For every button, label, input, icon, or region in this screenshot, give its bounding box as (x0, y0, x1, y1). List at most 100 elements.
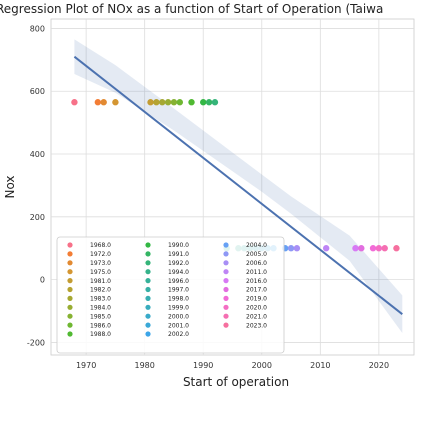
legend-marker (223, 295, 229, 301)
y-axis-label: Nox (3, 175, 17, 198)
legend-marker (223, 278, 229, 284)
data-point (393, 245, 400, 252)
data-point (369, 245, 377, 252)
legend-marker (145, 286, 151, 293)
x-axis-label: Start of operation (183, 375, 289, 389)
legend-marker (145, 331, 151, 337)
legend-marker (67, 269, 73, 275)
legend-marker (223, 251, 229, 257)
legend-marker (67, 278, 73, 284)
y-tick-label: 200 (30, 213, 45, 222)
legend-marker (67, 286, 73, 293)
legend-marker (223, 242, 229, 248)
regression-line (73, 55, 403, 315)
legend-marker (67, 331, 73, 337)
data-point (211, 99, 219, 106)
confidence-band-area (74, 39, 403, 334)
data-point (153, 99, 160, 106)
legend-marker (145, 322, 151, 328)
legend-label: 2021.0 (246, 313, 267, 320)
legend-label: 1975.0 (90, 269, 111, 276)
regression-line-group (73, 55, 403, 315)
legend-label: 2004.0 (246, 242, 267, 249)
data-point (352, 245, 359, 252)
legend-marker (145, 269, 151, 275)
legend-label: 1981.0 (90, 278, 111, 285)
legend-label: 1983.0 (90, 296, 111, 303)
chart-title: Regression Plot of NOx as a function of … (0, 2, 383, 16)
legend-marker (67, 313, 73, 319)
data-point (200, 99, 207, 106)
legend-label: 1992.0 (168, 260, 189, 267)
legend-marker (223, 322, 229, 328)
legend-marker (223, 313, 229, 319)
y-tick-labels: -200 0 200 400 600 800 (27, 24, 45, 347)
legend-label: 2000.0 (168, 313, 189, 320)
legend-label: 1990.0 (168, 242, 189, 249)
data-point (188, 99, 195, 106)
x-tick-label: 1990 (193, 361, 213, 370)
data-point (293, 245, 301, 252)
legend-marker (223, 286, 229, 293)
legend-marker (145, 313, 151, 319)
legend-label: 1996.0 (168, 278, 189, 285)
data-point (176, 99, 184, 106)
legend-marker (223, 260, 229, 266)
data-point (375, 245, 383, 252)
legend-label: 1984.0 (90, 305, 111, 312)
legend-label: 2002.0 (168, 331, 189, 338)
legend-label: 1988.0 (90, 331, 111, 338)
legend-marker (223, 269, 229, 275)
x-tick-label: 2010 (310, 361, 330, 370)
legend-label: 1973.0 (90, 260, 111, 267)
data-point (147, 99, 154, 106)
legend-label: 1968.0 (90, 242, 111, 249)
data-point (381, 245, 388, 252)
x-tick-label: 1970 (76, 361, 96, 370)
legend-marker (67, 260, 73, 266)
legend-label: 1994.0 (168, 269, 189, 276)
y-tick-label: 800 (30, 24, 45, 33)
y-tick-label: -200 (27, 338, 45, 347)
legend-label: 1997.0 (168, 287, 189, 294)
legend-label: 2016.0 (246, 278, 267, 285)
data-point (205, 99, 213, 106)
data-point (164, 99, 172, 106)
legend-label: 1982.0 (90, 287, 111, 294)
legend-label: 2020.0 (246, 305, 267, 312)
legend-label: 1986.0 (90, 322, 111, 329)
legend-marker (145, 242, 151, 248)
x-tick-label: 2020 (369, 361, 389, 370)
legend-label: 1998.0 (168, 296, 189, 303)
legend-marker (67, 251, 73, 257)
y-tick-label: 400 (30, 150, 45, 159)
legend-label: 2005.0 (246, 251, 267, 258)
x-tick-label: 2000 (252, 361, 272, 370)
legend-label: 2019.0 (246, 296, 267, 303)
data-point (170, 99, 178, 106)
legend-label: 1991.0 (168, 251, 189, 258)
legend-marker (67, 304, 73, 310)
data-point (112, 99, 119, 106)
confidence-band (74, 39, 403, 334)
y-tick-label: 0 (40, 276, 45, 285)
legend-label: 1999.0 (168, 305, 189, 312)
data-point (71, 99, 78, 106)
legend-label: 2023.0 (246, 322, 267, 329)
legend-marker (145, 278, 151, 284)
data-point (322, 245, 330, 252)
data-point (287, 245, 295, 252)
data-point (358, 245, 365, 252)
legend-marker (145, 260, 151, 266)
legend-marker (145, 295, 151, 301)
legend-label: 2011.0 (246, 269, 267, 276)
legend-marker (67, 295, 73, 301)
y-tick-label: 600 (30, 87, 45, 96)
x-tick-labels: 1970 1980 1990 2000 2010 2020 (76, 361, 389, 370)
data-point (159, 99, 166, 106)
x-tick-label: 1980 (134, 361, 154, 370)
legend-label: 2017.0 (246, 287, 267, 294)
legend: 1968.0 1972.0 1973.0 1975.0 1981.0 1982.0 1983… (56, 236, 285, 354)
legend-marker (67, 322, 73, 328)
